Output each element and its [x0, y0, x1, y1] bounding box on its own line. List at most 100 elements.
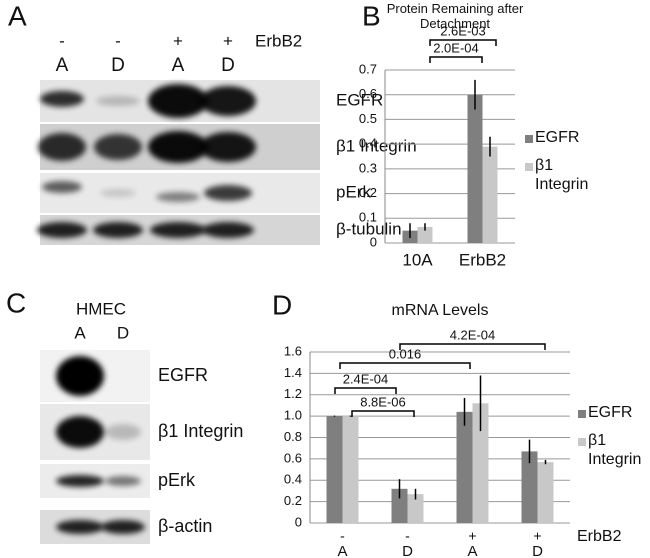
p-value: 2.0E-04 [433, 40, 479, 55]
category-group-label: ErbB2 [577, 528, 622, 545]
y-tick-label: 0.1 [359, 210, 377, 225]
category-sign: + [533, 528, 541, 544]
lane-label: D [221, 55, 235, 76]
y-tick-label: 0.8 [284, 429, 302, 444]
blot-band [150, 222, 206, 238]
chart-title-box: mRNA Levels [392, 302, 489, 319]
protein-label: EGFR [336, 90, 383, 109]
y-tick-label: 1.4 [284, 365, 302, 380]
bar [342, 416, 359, 523]
bar [326, 416, 343, 523]
chart-title: Protein Remaining after Detachment [386, 2, 524, 31]
y-tick-label: 0.2 [284, 493, 302, 508]
blot-band [37, 222, 87, 238]
blot-band [202, 222, 254, 238]
x-tick-label: A [337, 543, 347, 558]
protein-label: β-actin [158, 516, 212, 536]
lane-label: A [74, 323, 86, 342]
chart-title-box: Protein Remaining after Detachment [386, 2, 524, 31]
x-tick-label: D [532, 543, 543, 558]
p-value: 2.4E-04 [343, 371, 389, 386]
y-tick-label: 1.2 [284, 386, 302, 401]
blot-band [148, 84, 208, 118]
y-tick-label: 0.5 [359, 111, 377, 126]
protein-label: EGFR [158, 365, 208, 385]
legend-label: EGFR [588, 404, 633, 421]
blot-band [56, 520, 104, 534]
blot-band [94, 134, 142, 160]
blot-band [200, 86, 256, 116]
blot-band [56, 356, 104, 396]
blot-band [96, 96, 140, 106]
lane-label: D [117, 323, 129, 342]
cell-label: HMEC [76, 299, 126, 318]
y-tick-label: 0.6 [284, 450, 302, 465]
blot-band [148, 131, 208, 163]
blot-band [204, 185, 252, 201]
y-tick-label: 0.3 [359, 160, 377, 175]
y-tick-label: 0.2 [359, 185, 377, 200]
y-tick-label: 0.6 [359, 86, 377, 101]
p-value: 0.016 [389, 346, 422, 361]
y-tick-label: 1.0 [284, 408, 302, 423]
bar [407, 494, 424, 523]
protein-label: pErk [158, 470, 196, 490]
protein-label: β1 Integrin [158, 421, 243, 441]
bar [467, 94, 483, 243]
bar [521, 451, 538, 523]
p-value: 8.8E-06 [360, 394, 406, 409]
blot-band [105, 476, 141, 486]
legend-label: β1 Integrin [535, 157, 589, 194]
lane-label: D [111, 55, 125, 76]
bar [456, 411, 473, 523]
bar [391, 488, 408, 523]
lane-sign: - [115, 31, 121, 50]
legend-swatch [578, 410, 586, 418]
y-tick-label: 0 [370, 234, 377, 249]
legend-label-box: EGFR [588, 404, 633, 421]
legend-label: EGFR [535, 129, 580, 146]
significance-bracket [399, 343, 546, 350]
legend-label-box: β1 Integrin [535, 157, 589, 194]
y-tick-label: 0 [295, 514, 302, 529]
y-tick-label: 0.4 [284, 472, 302, 487]
blot-band [200, 132, 256, 162]
panel-label: B [362, 0, 381, 31]
panel-label: D [272, 289, 292, 320]
x-tick-label: D [402, 543, 413, 558]
lane-label: A [172, 55, 185, 76]
bar [537, 462, 554, 523]
bar [482, 146, 498, 243]
category-sign: - [405, 528, 410, 544]
x-tick-label: 10A [402, 250, 433, 269]
y-tick-label: 0.4 [359, 136, 377, 151]
blot-band [56, 416, 104, 448]
p-value: 4.2E-04 [450, 327, 496, 342]
lane-label: A [56, 55, 69, 76]
protein-label: pErk [336, 182, 371, 201]
legend-swatch [525, 135, 533, 143]
legend-label-box: EGFR [535, 129, 580, 146]
category-sign: - [340, 528, 345, 544]
x-tick-label: A [467, 543, 477, 558]
blot-band [38, 133, 86, 161]
blot-band [105, 424, 141, 440]
p-value: 2.6E-03 [440, 23, 486, 38]
significance-bracket [334, 387, 397, 394]
blot-band [101, 520, 145, 534]
legend-swatch [578, 438, 586, 446]
legend-label: β1 Integrin [588, 432, 642, 469]
lane-sign: + [223, 31, 233, 50]
panel-label: A [8, 0, 27, 31]
y-tick-label: 0.7 [359, 61, 377, 76]
condition-label: ErbB2 [255, 31, 302, 50]
significance-bracket [339, 362, 471, 369]
significance-bracket [429, 56, 483, 63]
y-tick-label: 1.6 [284, 343, 302, 358]
category-sign: + [468, 528, 476, 544]
blot-band [40, 90, 84, 107]
legend-label-box: β1 Integrin [588, 432, 642, 469]
bar [472, 403, 489, 523]
blot-band [156, 192, 200, 202]
